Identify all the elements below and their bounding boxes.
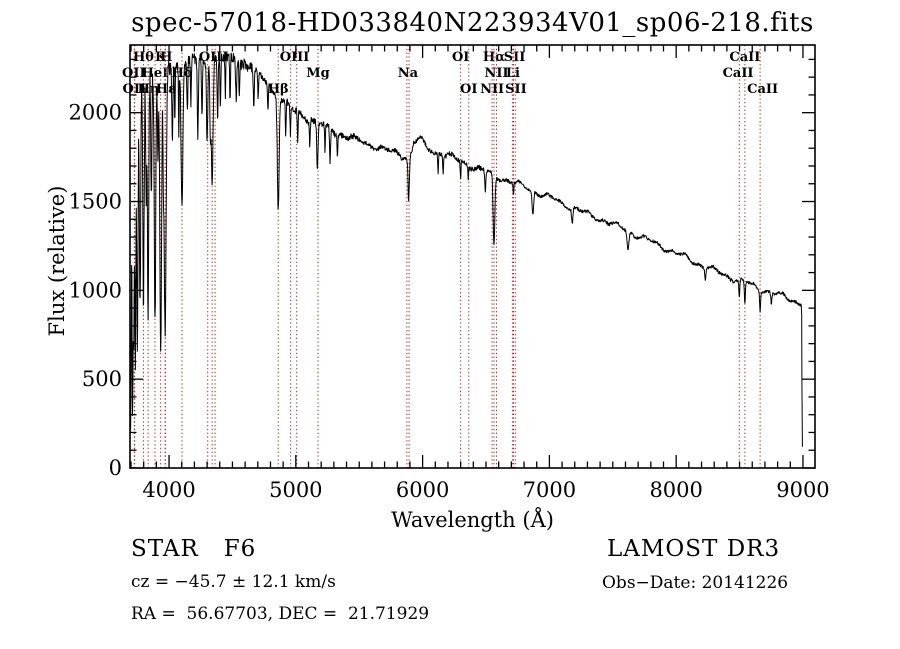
spectral-line-label: CaII xyxy=(729,50,760,65)
x-axis-label: Wavelength (Å) xyxy=(391,508,554,532)
x-tick-label: 8000 xyxy=(649,478,702,502)
survey-release-label: LAMOST DR3 xyxy=(607,536,781,562)
x-tick-label: 5000 xyxy=(269,478,322,502)
spectral-line-label: SII xyxy=(504,50,526,65)
spectral-line-label: Hα xyxy=(483,50,505,65)
ra-dec-label: RA = 56.67703, DEC = 21.71929 xyxy=(131,604,430,624)
y-tick-label: 1000 xyxy=(69,278,122,302)
spectral-line-label: OI xyxy=(460,82,477,97)
spectral-line-label: NII xyxy=(480,82,504,97)
spectral-line-label: Hδ xyxy=(171,66,192,81)
spectral-line-label: OI xyxy=(452,50,469,65)
spectral-line-label: OIII xyxy=(280,50,310,65)
spectral-line-label: SII xyxy=(505,82,527,97)
spectral-line-label: Hθ xyxy=(133,50,154,65)
figure-title: spec-57018-HD033840N223934V01_sp06-218.f… xyxy=(131,8,814,38)
spectral-line-label: Li xyxy=(506,66,520,81)
spectral-line-label: CaII xyxy=(723,66,754,81)
spectral-line-label: OII xyxy=(122,66,146,81)
spectral-line-label: OII xyxy=(123,82,147,97)
y-axis-label: Flux (relative) xyxy=(45,185,69,337)
spectral-line-label: Mg xyxy=(306,66,329,81)
y-tick-label: 2000 xyxy=(69,101,122,125)
spectral-line-label: H xyxy=(160,50,172,65)
y-tick-label: 1500 xyxy=(69,190,122,214)
radial-velocity-label: cz = −45.7 ± 12.1 km/s xyxy=(131,572,336,592)
x-tick-label: 4000 xyxy=(142,478,195,502)
x-tick-label: 7000 xyxy=(523,478,576,502)
plot-frame xyxy=(129,44,816,469)
x-tick-label: 6000 xyxy=(396,478,449,502)
spectral-line-label: K xyxy=(155,50,167,65)
spectral-line-label: Hη xyxy=(138,82,160,97)
x-tick-label: 9000 xyxy=(776,478,829,502)
obs-date-label: Obs−Date: 20141226 xyxy=(602,573,789,593)
y-tick-label: 0 xyxy=(109,456,122,480)
spectral-line-label: NII xyxy=(485,66,509,81)
object-class-label: STAR F6 xyxy=(131,536,257,562)
y-tick-label: 500 xyxy=(82,367,122,391)
spectrum-trace xyxy=(129,52,803,447)
spectral-line-label: Na xyxy=(398,66,419,81)
spectral-line-label: HeI xyxy=(142,66,169,81)
spectral-line-label: CaII xyxy=(747,82,778,97)
